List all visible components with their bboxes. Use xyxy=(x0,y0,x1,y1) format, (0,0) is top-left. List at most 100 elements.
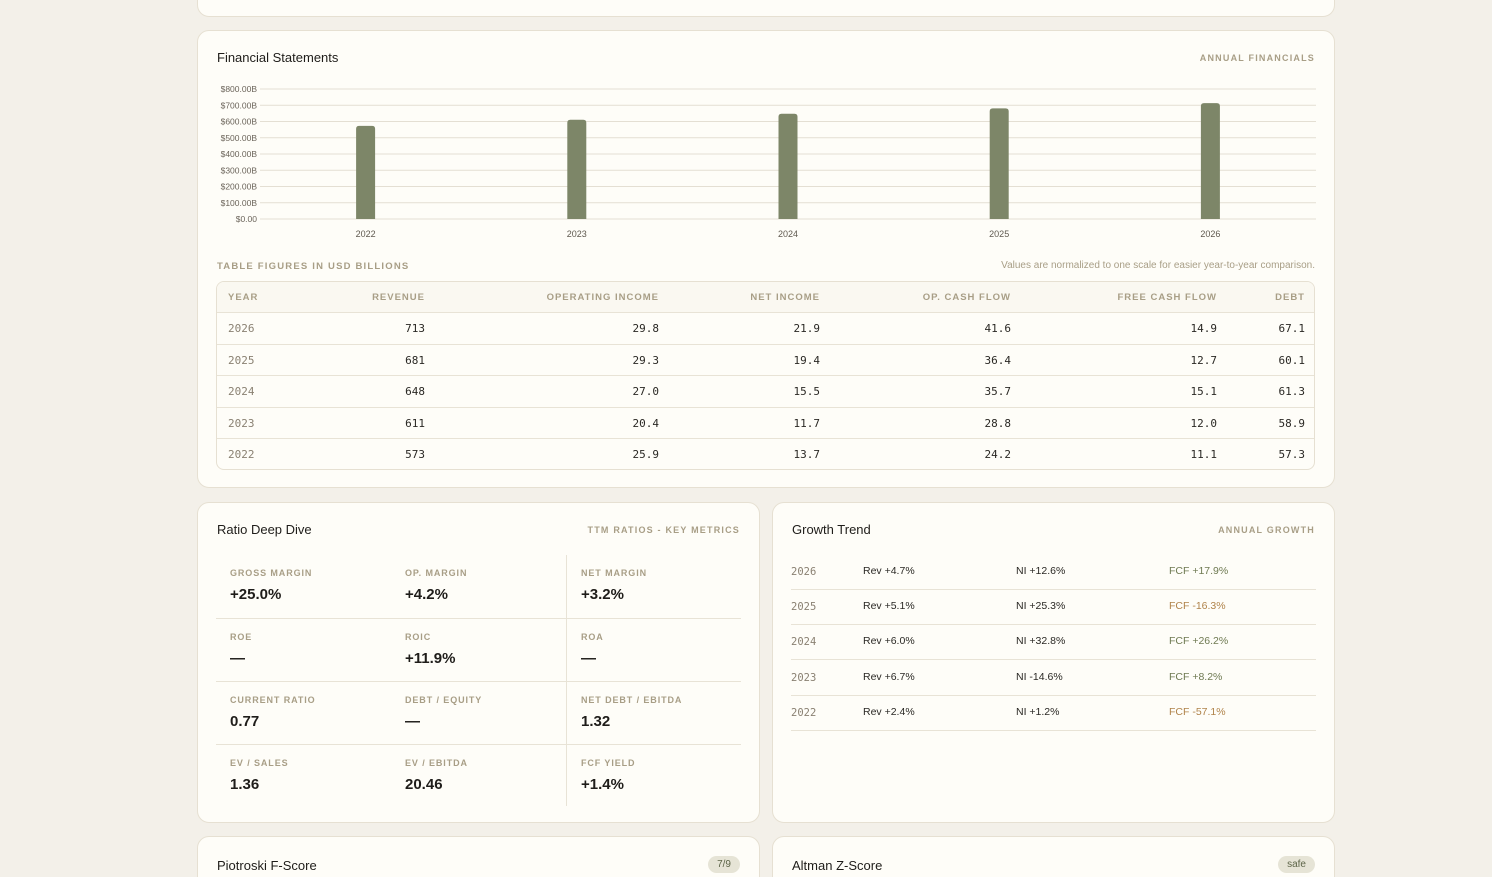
growth-row: 2023 Rev +6.7% NI -14.6% FCF +8.2% xyxy=(791,661,1316,696)
revenue-bar-chart: $800.00B $700.00B $600.00B $500.00B $400.00B… xyxy=(221,84,1316,239)
previous-card xyxy=(197,0,1335,17)
y-tick-label: $700.00B xyxy=(221,100,258,110)
table-cell: 713 xyxy=(405,322,425,335)
revenue-growth: Rev +5.1% xyxy=(863,600,915,613)
fcf-growth: FCF -57.1% xyxy=(1169,705,1226,718)
x-tick-label: 2024 xyxy=(778,229,798,239)
card-title: Financial Statements xyxy=(217,50,339,65)
ratio-deep-dive-card: Ratio Deep Dive TTM RATIOS - KEY METRICS… xyxy=(197,502,760,823)
table-cell: 12.0 xyxy=(1190,416,1218,430)
table-cell: 29.3 xyxy=(632,353,660,367)
x-tick-label: 2025 xyxy=(989,229,1009,239)
bar-2024[interactable] xyxy=(778,113,798,219)
altman-card: Altman Z-Score safe xyxy=(772,836,1335,877)
x-tick-label: 2022 xyxy=(356,229,376,239)
y-tick-label: $100.00B xyxy=(221,198,258,208)
growth-year: 2023 xyxy=(791,671,817,684)
ratio-cell: ROIC +11.9% xyxy=(391,618,566,681)
status-badge: safe xyxy=(1278,856,1315,873)
table-cell: 11.1 xyxy=(1190,448,1218,462)
net-income-growth: NI +1.2% xyxy=(1016,705,1060,718)
ratio-label: DEBT / EQUITY xyxy=(405,695,483,705)
growth-year: 2022 xyxy=(791,706,817,719)
growth-row: 2026 Rev +4.7% NI +12.6% FCF +17.9% xyxy=(791,555,1316,590)
table-cell: 25.9 xyxy=(632,448,660,462)
card-tag: TTM RATIOS - KEY METRICS xyxy=(587,525,740,535)
table-cell: 67.1 xyxy=(1278,322,1306,335)
card-tag: ANNUAL GROWTH xyxy=(1218,525,1315,535)
growth-year: 2026 xyxy=(791,566,817,578)
y-tick-label: $600.00B xyxy=(221,117,258,127)
fcf-growth: FCF +8.2% xyxy=(1169,670,1223,683)
table-cell: 14.9 xyxy=(1190,322,1218,335)
table-cell: 2025 xyxy=(228,353,255,367)
table-cell: 2026 xyxy=(228,322,255,335)
net-income-growth: NI +32.8% xyxy=(1016,635,1066,648)
card-title: Altman Z-Score xyxy=(792,858,883,873)
table-caption: TABLE FIGURES IN USD BILLIONS xyxy=(217,261,410,272)
growth-trend-card: Growth Trend ANNUAL GROWTH 2026 Rev +4.7%… xyxy=(772,502,1335,823)
table-cell: 21.9 xyxy=(793,322,821,335)
ratio-cell: FCF YIELD +1.4% xyxy=(566,744,741,806)
y-tick-label: $200.00B xyxy=(221,182,258,192)
card-title: Growth Trend xyxy=(792,522,871,537)
x-tick-label: 2023 xyxy=(567,229,587,239)
x-tick-label: 2026 xyxy=(1200,229,1220,239)
financials-table: YEAR REVENUE OPERATING INCOME NET INCOME OP.… xyxy=(216,281,1315,470)
ratio-cell: NET MARGIN +3.2% xyxy=(566,555,741,618)
ratio-cell: OP. MARGIN +4.2% xyxy=(391,555,566,618)
column-header: DEBT xyxy=(1275,291,1305,303)
ratio-value: 20.46 xyxy=(405,776,443,793)
ratio-label: OP. MARGIN xyxy=(405,568,468,578)
y-tick-label: $0.00 xyxy=(236,214,258,224)
ratio-cell: CURRENT RATIO 0.77 xyxy=(216,681,391,744)
net-income-growth: NI +25.3% xyxy=(1016,600,1066,613)
table-cell: 28.8 xyxy=(984,416,1012,430)
bar-2025[interactable] xyxy=(989,108,1009,219)
y-tick-label: $400.00B xyxy=(221,149,258,159)
ratio-label: EV / EBITDA xyxy=(405,758,468,768)
ratio-label: CURRENT RATIO xyxy=(230,695,316,705)
table-cell: 57.3 xyxy=(1278,448,1306,462)
piotroski-card: Piotroski F-Score 7/9 xyxy=(197,836,760,877)
table-cell: 2024 xyxy=(228,385,255,399)
table-cell: 611 xyxy=(405,416,425,430)
column-header: OPERATING INCOME xyxy=(546,291,659,303)
revenue-growth: Rev +6.0% xyxy=(863,635,915,648)
ratio-cell: NET DEBT / EBITDA 1.32 xyxy=(566,681,741,744)
table-cell: 27.0 xyxy=(632,385,660,399)
bar-2026[interactable] xyxy=(1200,103,1220,219)
net-income-growth: NI -14.6% xyxy=(1016,670,1063,683)
fcf-growth: FCF +26.2% xyxy=(1169,635,1229,648)
table-cell: 13.7 xyxy=(793,448,821,462)
score-badge: 7/9 xyxy=(708,856,740,873)
table-cell: 573 xyxy=(405,448,425,462)
table-cell: 19.4 xyxy=(793,353,821,367)
ratio-value: +11.9% xyxy=(405,650,456,667)
ratio-label: FCF YIELD xyxy=(581,758,636,768)
bar-2022[interactable] xyxy=(356,125,376,219)
bar-2023[interactable] xyxy=(567,119,587,219)
ratio-value: — xyxy=(405,713,420,730)
table-cell: 681 xyxy=(405,353,425,367)
table-cell: 24.2 xyxy=(984,448,1012,462)
table-cell: 15.1 xyxy=(1190,385,1218,399)
table-cell: 2022 xyxy=(228,448,255,462)
fcf-growth: FCF +17.9% xyxy=(1169,565,1229,577)
ratio-value: +1.4% xyxy=(581,776,624,793)
table-cell: 61.3 xyxy=(1278,385,1306,399)
growth-row: 2022 Rev +2.4% NI +1.2% FCF -57.1% xyxy=(791,696,1316,731)
table-cell: 15.5 xyxy=(793,385,821,399)
revenue-growth: Rev +2.4% xyxy=(863,705,915,718)
table-cell: 41.6 xyxy=(984,322,1012,335)
ratio-label: NET MARGIN xyxy=(581,568,647,578)
ratio-cell: EV / SALES 1.36 xyxy=(216,744,391,806)
ratio-label: ROE xyxy=(230,632,253,642)
growth-row: 2025 Rev +5.1% NI +25.3% FCF -16.3% xyxy=(791,590,1316,626)
ratio-value: — xyxy=(581,650,596,667)
ratio-label: GROSS MARGIN xyxy=(230,568,313,578)
column-header: YEAR xyxy=(228,291,259,303)
ratio-cell: ROA — xyxy=(566,618,741,681)
column-header: FREE CASH FLOW xyxy=(1117,291,1217,303)
ratio-label: NET DEBT / EBITDA xyxy=(581,695,683,705)
